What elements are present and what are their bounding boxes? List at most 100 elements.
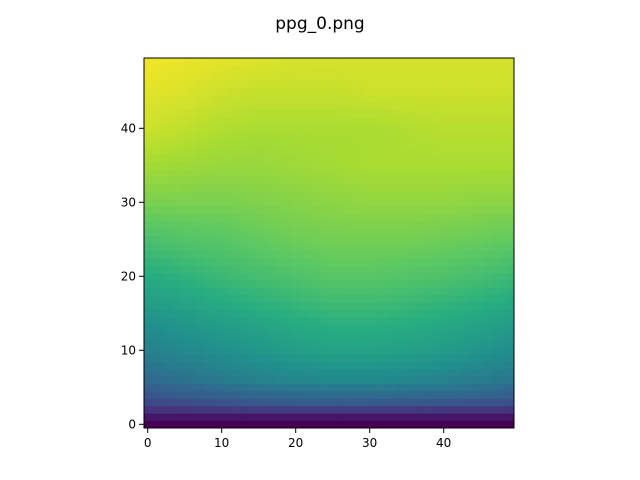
heatmap-cell (469, 154, 478, 162)
heatmap-cell (329, 398, 337, 407)
heatmap-cell (232, 72, 241, 81)
heatmap-cell (247, 228, 256, 236)
heatmap-cell (210, 235, 219, 244)
heatmap-cell (292, 228, 300, 236)
heatmap-cell (388, 376, 396, 384)
heatmap-cell (506, 139, 515, 148)
heatmap-cell (255, 346, 263, 355)
heatmap-cell (351, 139, 359, 148)
heatmap-cell (284, 391, 293, 399)
heatmap-cell (358, 124, 367, 133)
heatmap-cell (417, 383, 426, 392)
heatmap-cell (447, 228, 456, 236)
heatmap-cell (388, 146, 396, 155)
heatmap-cell (469, 213, 478, 222)
heatmap-cell (314, 235, 322, 244)
heatmap-cell (454, 72, 463, 81)
heatmap-cell (314, 317, 322, 325)
heatmap-cell (225, 250, 234, 259)
heatmap-cell (484, 95, 493, 103)
heatmap-cell (417, 124, 426, 133)
heatmap-cell (425, 206, 433, 214)
heatmap-cell (292, 317, 300, 325)
heatmap-cell (506, 206, 515, 214)
heatmap-cell (240, 154, 248, 162)
heatmap-cell (158, 243, 167, 251)
heatmap-cell (462, 235, 470, 244)
heatmap-cell (373, 302, 382, 310)
heatmap-cell (210, 124, 219, 133)
heatmap-cell (343, 213, 352, 222)
heatmap-cell (491, 272, 500, 281)
heatmap-cell (166, 65, 174, 74)
heatmap-cell (366, 176, 374, 185)
heatmap-cell (373, 383, 382, 392)
heatmap-cell (225, 65, 234, 74)
heatmap-cell (358, 132, 367, 140)
heatmap-cell (366, 124, 374, 133)
heatmap-cell (417, 339, 426, 347)
heatmap-cell (491, 154, 500, 162)
heatmap-cell (284, 198, 293, 207)
heatmap-cell (447, 294, 456, 303)
heatmap-cell (173, 132, 182, 140)
heatmap-cell (403, 220, 411, 229)
heatmap-cell (432, 146, 441, 155)
heatmap-cell (366, 324, 374, 333)
heatmap-cell (144, 102, 152, 111)
heatmap-cell (499, 317, 507, 325)
heatmap-cell (255, 154, 263, 162)
heatmap-cell (484, 183, 493, 192)
heatmap-cell (395, 413, 404, 421)
heatmap-cell (247, 220, 256, 229)
heatmap-cell (314, 176, 322, 185)
heatmap-cell (225, 191, 234, 199)
heatmap-cell (247, 346, 256, 355)
heatmap-cell (225, 398, 234, 407)
heatmap-cell (417, 146, 426, 155)
chart-title: ppg_0.png (275, 14, 364, 34)
heatmap-cell (269, 398, 278, 407)
heatmap-cell (314, 161, 322, 170)
heatmap-cell (173, 228, 182, 236)
heatmap-cell (499, 161, 507, 170)
heatmap-cell (440, 191, 448, 199)
heatmap-cell (284, 65, 293, 74)
heatmap-cell (380, 354, 389, 362)
heatmap-cell (218, 220, 226, 229)
heatmap-cell (218, 250, 226, 259)
heatmap-cell (469, 198, 478, 207)
heatmap-cell (410, 317, 419, 325)
heatmap-cell (477, 250, 485, 259)
heatmap-cell (469, 206, 478, 214)
heatmap-cell (255, 250, 263, 259)
heatmap-cell (210, 65, 219, 74)
heatmap-cell (144, 154, 152, 162)
heatmap-cell (232, 132, 241, 140)
heatmap-cell (395, 198, 404, 207)
heatmap-cell (403, 420, 411, 429)
heatmap-cell (210, 213, 219, 222)
heatmap-cell (484, 58, 493, 66)
heatmap-cell (203, 87, 211, 96)
heatmap-cell (277, 191, 285, 199)
heatmap-cell (380, 280, 389, 288)
heatmap-cell (425, 250, 433, 259)
heatmap-cell (247, 191, 256, 199)
heatmap-cell (499, 309, 507, 318)
heatmap-cell (440, 376, 448, 384)
heatmap-cell (462, 331, 470, 340)
heatmap-cell (166, 317, 174, 325)
heatmap-cell (484, 265, 493, 273)
heatmap-cell (306, 287, 315, 296)
heatmap-cell (454, 109, 463, 118)
heatmap-cell (232, 250, 241, 259)
heatmap-cell (173, 176, 182, 185)
heatmap-cell (403, 132, 411, 140)
heatmap-cell (506, 124, 515, 133)
heatmap-cell (181, 398, 189, 407)
heatmap-cell (255, 280, 263, 288)
heatmap-cell (151, 95, 160, 103)
heatmap-cell (469, 331, 478, 340)
heatmap-cell (195, 250, 204, 259)
